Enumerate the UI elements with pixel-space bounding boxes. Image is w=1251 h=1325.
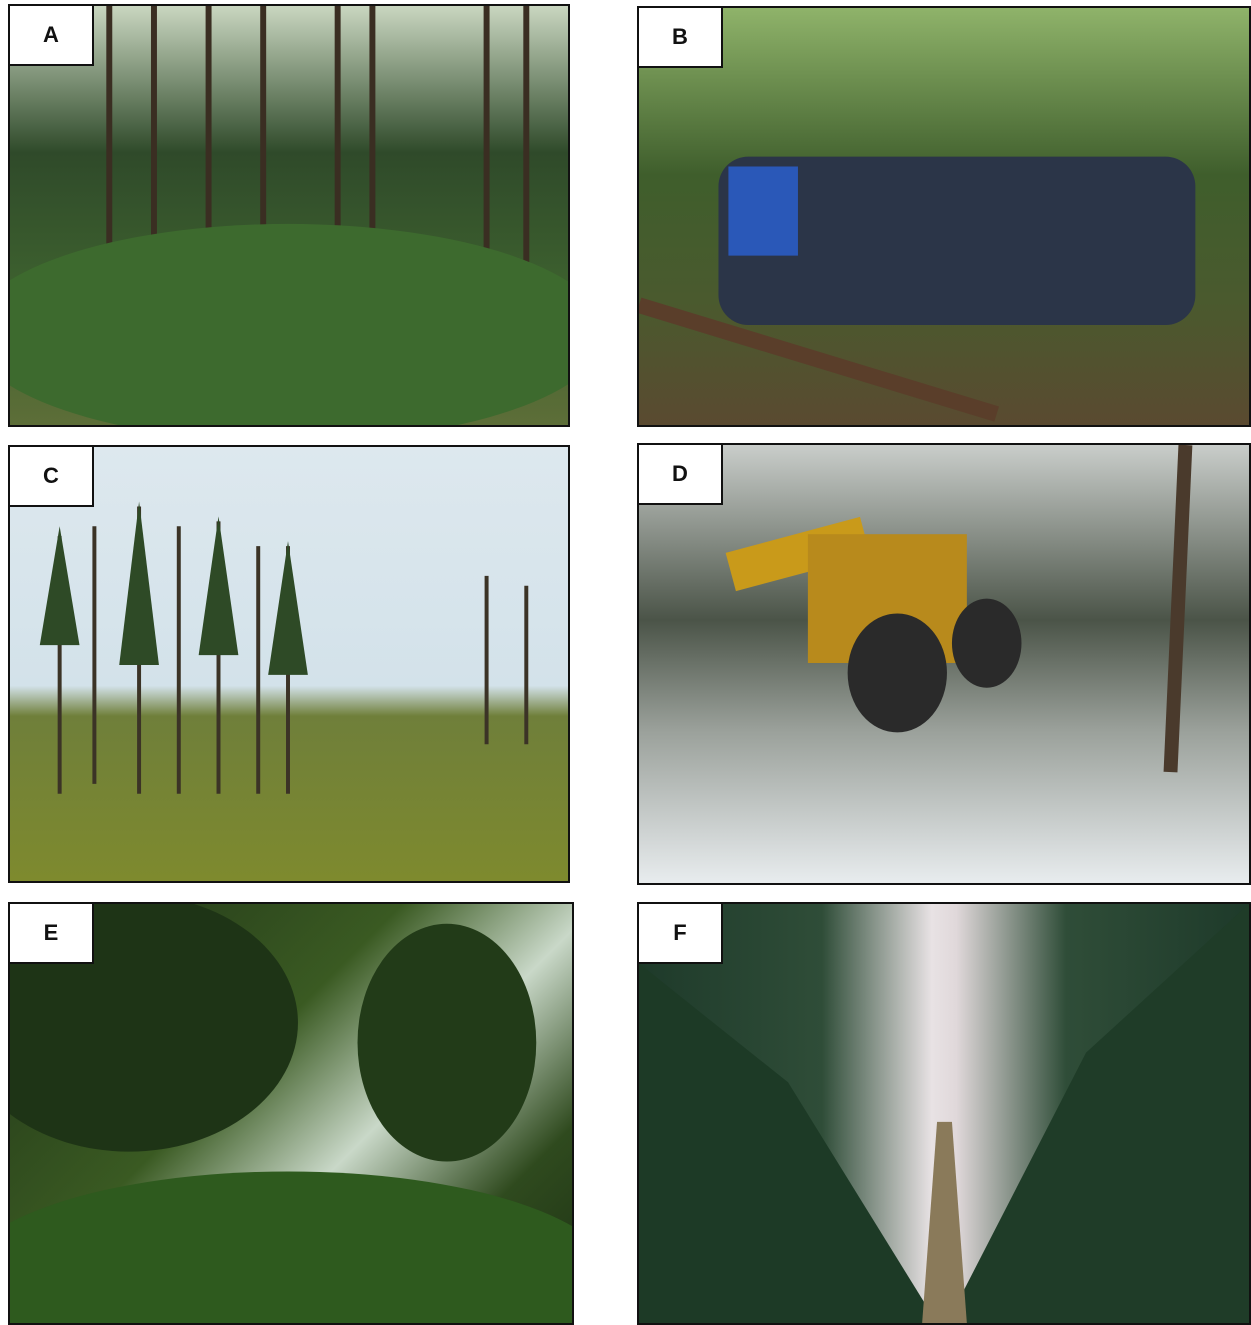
photo-panel: F [637, 902, 1251, 1325]
photo-panel: B [637, 6, 1251, 427]
canopy [358, 924, 537, 1162]
plantation-illustration [639, 904, 1249, 1323]
panel-label: C [8, 445, 94, 507]
panel-label: F [637, 902, 723, 964]
understory [10, 1171, 572, 1323]
photo-panel: C [8, 445, 570, 883]
jacket [728, 166, 798, 255]
photo-panel: D [637, 443, 1251, 885]
forest-illustration [10, 6, 568, 425]
tropical-illustration [10, 904, 572, 1323]
figure: A B C D [0, 0, 1251, 1325]
wheel [952, 599, 1022, 688]
group-illustration [639, 8, 1249, 425]
skidder-illustration [639, 445, 1249, 883]
photo-panel: A [8, 4, 570, 427]
spruce-right [947, 904, 1249, 1323]
path [922, 1122, 967, 1323]
clearcut-illustration [10, 447, 568, 881]
panel-label: E [8, 902, 94, 964]
spruce-left [639, 963, 937, 1323]
understory [10, 224, 568, 425]
panel-label: B [637, 6, 723, 68]
panel-label: A [8, 4, 94, 66]
wheel [848, 613, 947, 732]
trunk [1171, 445, 1186, 772]
panel-label: D [637, 443, 723, 505]
crowns [40, 501, 308, 674]
photo-panel: E [8, 902, 574, 1325]
